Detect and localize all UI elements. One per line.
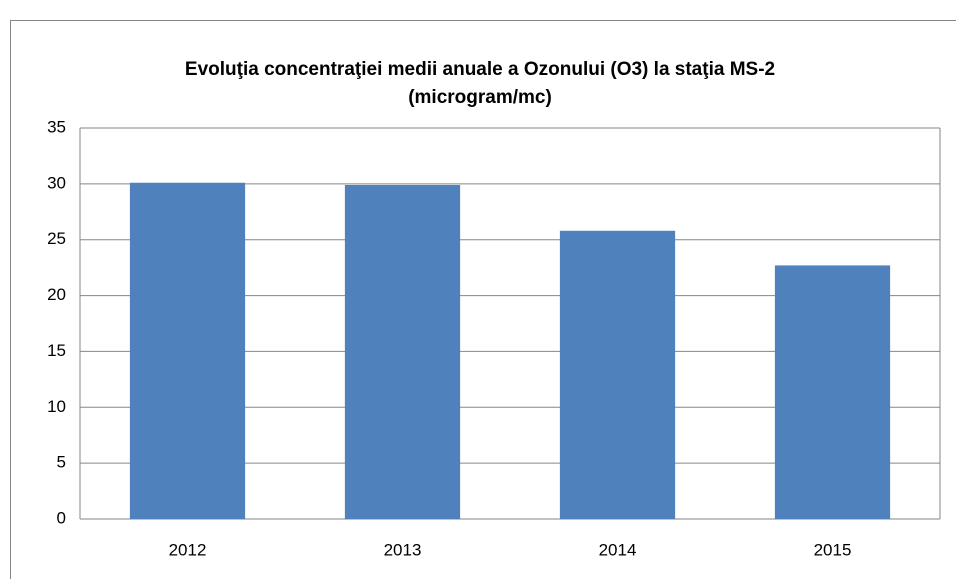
bar xyxy=(774,265,891,519)
x-tick-label: 2013 xyxy=(384,540,422,559)
y-tick-label: 20 xyxy=(47,285,66,304)
x-tick-label: 2012 xyxy=(169,540,207,559)
y-tick-label: 10 xyxy=(47,397,66,416)
y-tick-label: 25 xyxy=(47,229,66,248)
y-tick-label: 30 xyxy=(47,173,66,192)
x-tick-label: 2014 xyxy=(599,540,637,559)
bar xyxy=(344,184,461,519)
chart-border xyxy=(10,20,956,579)
y-tick-label: 15 xyxy=(47,341,66,360)
y-tick-label: 5 xyxy=(57,453,66,472)
chart-title: Evoluţia concentraţiei medii anuale a Oz… xyxy=(184,59,776,108)
x-tick-label: 2015 xyxy=(814,540,852,559)
y-tick-label: 35 xyxy=(47,117,66,136)
bar xyxy=(129,182,246,520)
bar xyxy=(559,230,676,519)
y-tick-label: 0 xyxy=(57,508,66,527)
